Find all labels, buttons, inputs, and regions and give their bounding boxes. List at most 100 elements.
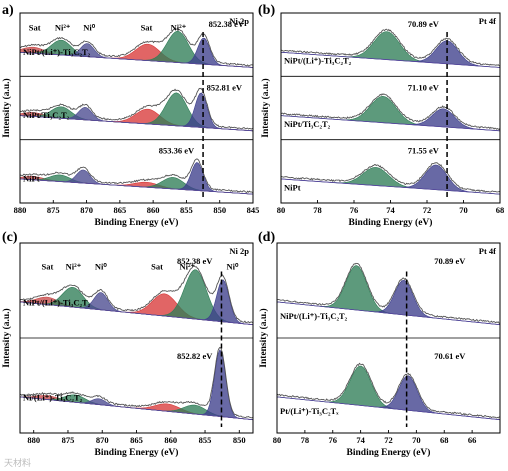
spectrum-1	[19, 265, 254, 326]
corner-label: Pt 4f	[479, 246, 496, 256]
x-tick-label: 880	[14, 205, 27, 215]
background-line	[276, 301, 501, 326]
x-tick-label: 875	[47, 205, 60, 215]
envelope-line	[19, 28, 254, 67]
x-tick-label: 850	[233, 435, 246, 445]
peak-label: Sat	[42, 262, 54, 272]
background-line	[19, 301, 254, 326]
x-tick-label: 76	[350, 205, 359, 215]
peak-label: Ni²⁺	[171, 23, 187, 33]
spectrum-1	[19, 28, 254, 68]
y-axis-title: Intensity (a.u.)	[1, 308, 12, 367]
spectrum-3	[19, 158, 254, 195]
x-tick-label: 80	[273, 435, 282, 445]
x-tick-label: 870	[96, 435, 109, 445]
x-tick-label: 78	[301, 435, 310, 445]
x-tick-label: 845	[247, 205, 260, 215]
x-tick-label: 80	[277, 205, 286, 215]
fit-component-6	[19, 349, 254, 420]
x-tick-label: 70	[412, 435, 421, 445]
spectrum-2	[19, 87, 254, 132]
peak-label: 852.82 eV	[177, 351, 213, 361]
background-line	[19, 51, 254, 68]
panel-label: a)	[2, 3, 14, 18]
corner-label: Ni 2p	[229, 246, 249, 256]
panel-2: (b) NiPt/(Li⁺)-Ti₃C₂T₂ NiPt/Ti₃C₂T₂ NiPt 70.…	[258, 3, 504, 228]
spectrum-2	[276, 362, 501, 421]
background-line	[280, 178, 501, 195]
background-line	[280, 115, 501, 132]
spectrum-1	[280, 28, 501, 68]
sample-label: Pt/(Li⁺)-Ti₃C₂Tₓ	[280, 406, 339, 416]
sample-label: NiPt	[23, 173, 40, 183]
envelope-line	[19, 87, 254, 130]
peak-label: Ni⁰	[83, 23, 96, 33]
envelope-line	[280, 93, 501, 131]
panel-3: (c) NiPt/(Li⁺)-Ti₃C₂T₂ Ni/(Li⁺)-Ti₃C₂T₂ Sat…	[1, 230, 254, 458]
plot-frame	[19, 12, 254, 204]
envelope-line	[19, 158, 254, 194]
x-tick-label: 78	[313, 205, 322, 215]
peak-label: 70.61 eV	[434, 351, 466, 361]
x-tick-label: 865	[130, 435, 143, 445]
x-tick-label: 74	[386, 205, 395, 215]
peak-label: 853.36 eV	[159, 146, 195, 156]
peak-label: Sat	[141, 23, 153, 33]
x-tick-label: 855	[180, 205, 193, 215]
x-tick-label: 875	[62, 435, 75, 445]
x-tick-label: 865	[113, 205, 126, 215]
x-tick-label: 855	[199, 435, 212, 445]
corner-label: Pt 4f	[479, 16, 496, 26]
spectrum-1	[276, 262, 501, 326]
x-tick-label: 72	[384, 435, 393, 445]
envelope-line	[276, 362, 501, 419]
sample-label: NiPt/(Li⁺)-Ti₃C₂T₂	[23, 47, 91, 57]
sample-label: NiPt/Ti₃C₂T₂	[284, 119, 331, 129]
x-tick-label: 870	[80, 205, 93, 215]
spectrum-2	[19, 346, 254, 421]
sample-label: NiPt/(Li⁺)-Ti₃C₂T₂	[284, 56, 352, 66]
spectrum-3	[280, 162, 501, 195]
peak-label: 70.89 eV	[408, 19, 440, 29]
envelope-line	[276, 262, 501, 324]
peak-label: Ni⁰	[95, 262, 108, 272]
panel-4: (d) NiPt/(Li⁺)-Ti₃C₂T₂ Pt/(Li⁺)-Ti₃C₂Tₓ 70.…	[258, 230, 501, 458]
corner-label: Ni 2p	[229, 16, 249, 26]
envelope-line	[280, 28, 501, 67]
x-tick-label: 880	[27, 435, 40, 445]
background-line	[280, 51, 501, 68]
x-tick-label: 66	[468, 435, 477, 445]
x-tick-label: 860	[147, 205, 160, 215]
panel-1: a) NiPt/(Li⁺)-Ti₃C₂T₂ NiPt/Ti₃C₂T₂ NiPt Sat N…	[1, 3, 259, 228]
peak-label: Sat	[29, 23, 41, 33]
x-tick-label: 72	[423, 205, 432, 215]
peak-label: 71.10 eV	[408, 82, 440, 92]
x-tick-label: 74	[356, 435, 365, 445]
panel-label: (b)	[258, 3, 275, 18]
peak-label: 852.38 eV	[177, 256, 213, 266]
peak-label: Ni²⁺	[179, 262, 195, 272]
x-tick-label: 850	[213, 205, 226, 215]
background-line	[19, 396, 254, 421]
x-tick-label: 860	[164, 435, 177, 445]
x-tick-label: 68	[440, 435, 449, 445]
x-tick-label: 76	[329, 435, 338, 445]
sample-label: NiPt/Ti₃C₂T₂	[23, 110, 70, 120]
peak-label: 852.81 eV	[207, 82, 243, 92]
envelope-line	[280, 162, 501, 193]
background-line	[19, 178, 254, 195]
background-line	[19, 115, 254, 132]
x-axis-title: Binding Energy (eV)	[349, 217, 433, 228]
sample-label: Ni/(Li⁺)-Ti₃C₂T₂	[23, 393, 83, 403]
x-tick-label: 70	[459, 205, 468, 215]
panel-label: (c)	[2, 230, 18, 245]
peak-label: 71.55 eV	[408, 146, 440, 156]
fit-component-1	[280, 167, 501, 195]
peak-label: Sat	[151, 262, 163, 272]
peak-label: Ni²⁺	[55, 23, 71, 33]
panel-label: (d)	[258, 230, 275, 245]
envelope-line	[19, 265, 254, 324]
sample-label: NiPt/(Li⁺)-Ti₃C₂T₂	[280, 311, 348, 321]
peak-label: Ni⁰	[226, 262, 239, 272]
